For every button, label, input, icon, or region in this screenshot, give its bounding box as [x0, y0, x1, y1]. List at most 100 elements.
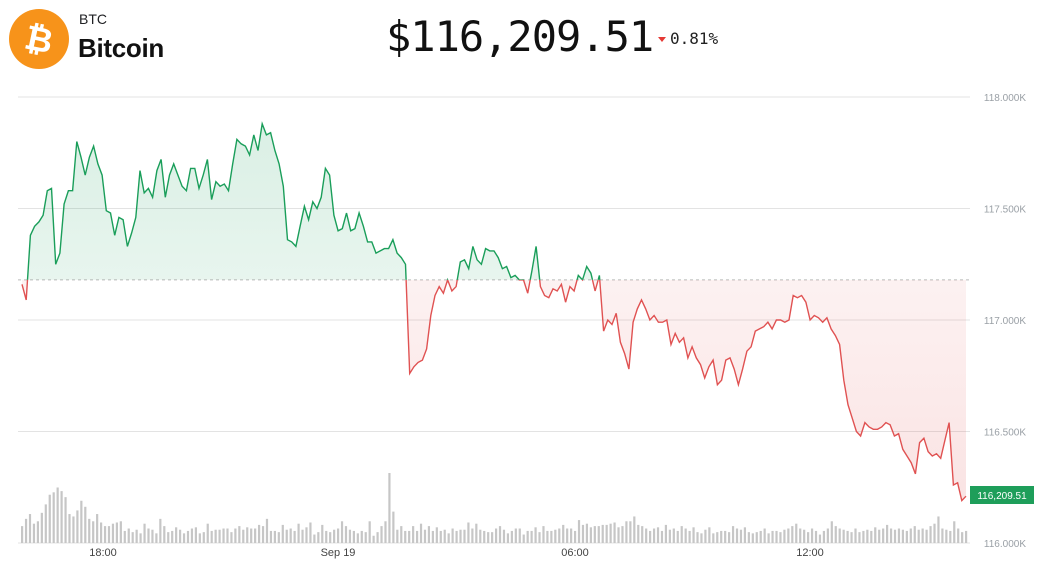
volume-bar — [897, 528, 901, 543]
volume-bar — [135, 529, 138, 543]
volume-bars — [21, 473, 968, 543]
volume-bar — [159, 518, 162, 543]
volume-bar — [76, 510, 79, 543]
volume-bar — [202, 532, 205, 543]
volume-bar — [487, 532, 490, 543]
volume-bar — [889, 528, 893, 543]
volume-bar — [348, 529, 352, 543]
volume-bar — [660, 530, 664, 543]
volume-bar — [672, 528, 675, 543]
volume-bar — [542, 526, 545, 543]
volume-bar — [684, 528, 687, 543]
volume-bar — [333, 529, 336, 543]
volume-bar — [550, 530, 553, 543]
volume-bar — [313, 534, 316, 543]
volume-bar — [80, 500, 83, 543]
volume-bar — [728, 532, 731, 543]
volume-bar — [633, 516, 636, 543]
volume-bar — [400, 526, 403, 543]
volume-bar — [297, 523, 300, 543]
volume-bar — [621, 526, 624, 543]
volume-bar — [277, 532, 280, 543]
volume-bar — [218, 529, 221, 543]
volume-bar — [127, 528, 130, 543]
volume-bar — [708, 527, 711, 543]
volume-bar — [119, 521, 122, 543]
volume-bar — [810, 528, 814, 543]
volume-bar — [151, 529, 154, 543]
volume-bar — [293, 530, 296, 543]
volume-bar — [577, 520, 581, 543]
volume-bar — [479, 529, 482, 543]
volume-bar — [111, 523, 115, 543]
volume-bar — [720, 530, 723, 543]
volume-bar — [680, 526, 683, 543]
asset-name: Bitcoin — [78, 33, 165, 63]
volume-bar — [929, 526, 932, 543]
volume-bar — [546, 530, 549, 543]
volume-bar — [526, 530, 529, 543]
x-tick-label: 18:00 — [89, 547, 117, 559]
volume-bar — [625, 521, 628, 543]
volume-bar — [581, 524, 585, 543]
volume-bar — [64, 497, 67, 543]
volume-bar — [822, 530, 826, 543]
volume-bar — [352, 530, 355, 543]
volume-bar — [494, 528, 498, 543]
volume-bar — [917, 529, 920, 543]
volume-bar — [471, 528, 474, 543]
volume-bar — [206, 523, 209, 543]
volume-bar — [404, 530, 407, 543]
area-fill-up — [27, 123, 600, 280]
volume-bar — [115, 522, 118, 543]
volume-bar — [716, 532, 719, 543]
volume-bar — [257, 524, 261, 543]
down-arrow-icon — [658, 37, 666, 42]
volume-bar — [909, 528, 912, 543]
volume-bar — [637, 524, 640, 543]
volume-bar — [739, 529, 743, 543]
volume-bar — [842, 529, 845, 543]
volume-bar — [431, 530, 434, 543]
volume-bar — [439, 530, 442, 543]
volume-bar — [562, 524, 565, 543]
volume-bar — [755, 532, 758, 543]
volume-bar — [700, 533, 703, 543]
volume-bar — [617, 527, 620, 543]
volume-bar — [360, 530, 363, 543]
volume-bar — [779, 532, 782, 543]
volume-bar — [953, 521, 956, 543]
volume-bar — [384, 521, 387, 543]
volume-bar — [724, 530, 727, 543]
volume-bar — [214, 529, 217, 543]
volume-bar — [182, 533, 186, 543]
volume-bar — [850, 532, 853, 543]
volume-bar — [317, 532, 320, 543]
volume-bar — [795, 523, 798, 543]
ticker-symbol: BTC — [79, 11, 107, 27]
volume-bar — [901, 529, 905, 543]
volume-bar — [803, 529, 806, 543]
volume-bar — [96, 514, 99, 543]
volume-bar — [36, 521, 39, 543]
volume-bar — [589, 527, 592, 543]
volume-bar — [175, 527, 178, 543]
volume-bar — [838, 528, 841, 543]
volume-bar — [447, 533, 450, 543]
x-tick-label: 06:00 — [561, 547, 589, 559]
volume-bar — [336, 528, 340, 543]
price-line-up — [26, 121, 601, 280]
volume-bar — [412, 526, 415, 543]
volume-bar — [945, 529, 948, 543]
volume-bar — [99, 522, 103, 543]
current-price: $116,209.51 — [386, 12, 654, 61]
volume-bar — [712, 533, 715, 543]
volume-bar — [957, 528, 960, 543]
volume-bar — [799, 528, 802, 543]
volume-bar — [60, 491, 63, 543]
volume-bar — [941, 528, 944, 543]
volume-bar — [356, 533, 359, 543]
volume-bar — [609, 523, 612, 543]
volume-bar — [24, 518, 28, 543]
